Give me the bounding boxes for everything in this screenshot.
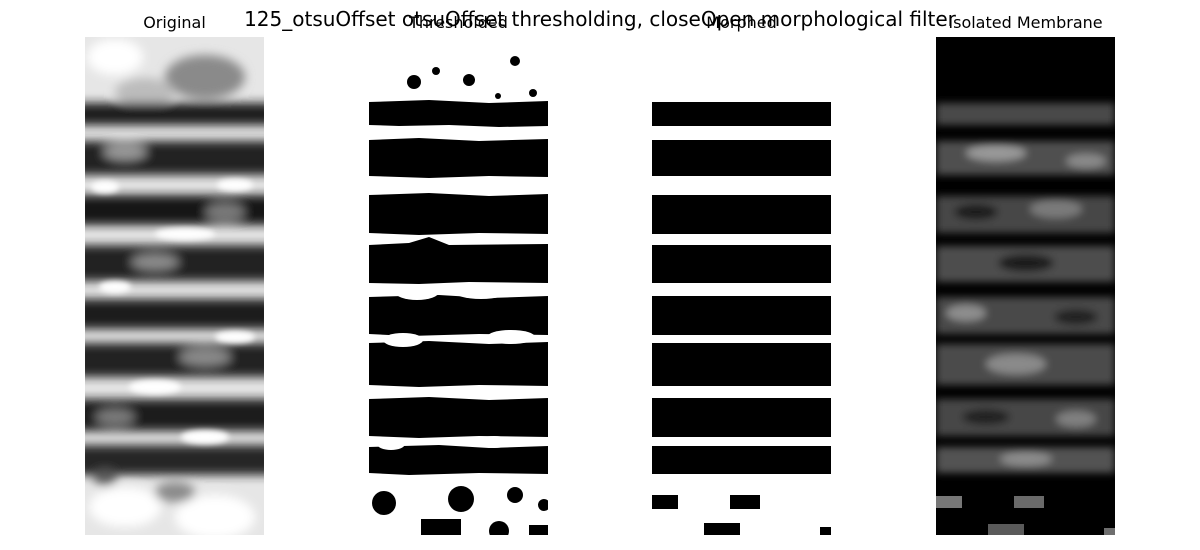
original-image-graphic [85, 37, 264, 535]
thresholded-image [369, 37, 548, 535]
isolated-membrane-image-graphic [936, 37, 1115, 535]
panel-title-isolated-membrane: Isolated Membrane [948, 13, 1103, 32]
panel-title-original: Original [143, 13, 206, 32]
morphed-image-graphic [652, 37, 831, 535]
panel-title-morphed: Morphed [706, 13, 777, 32]
thresholded-image-graphic [369, 37, 548, 535]
morphed-image [652, 37, 831, 535]
isolated-membrane-image [936, 37, 1115, 535]
original-image [85, 37, 264, 535]
figure-suptitle: 125_otsuOffset otsuOffset thresholding, … [244, 7, 956, 31]
panel-title-thresholded: Thresholded [409, 13, 508, 32]
